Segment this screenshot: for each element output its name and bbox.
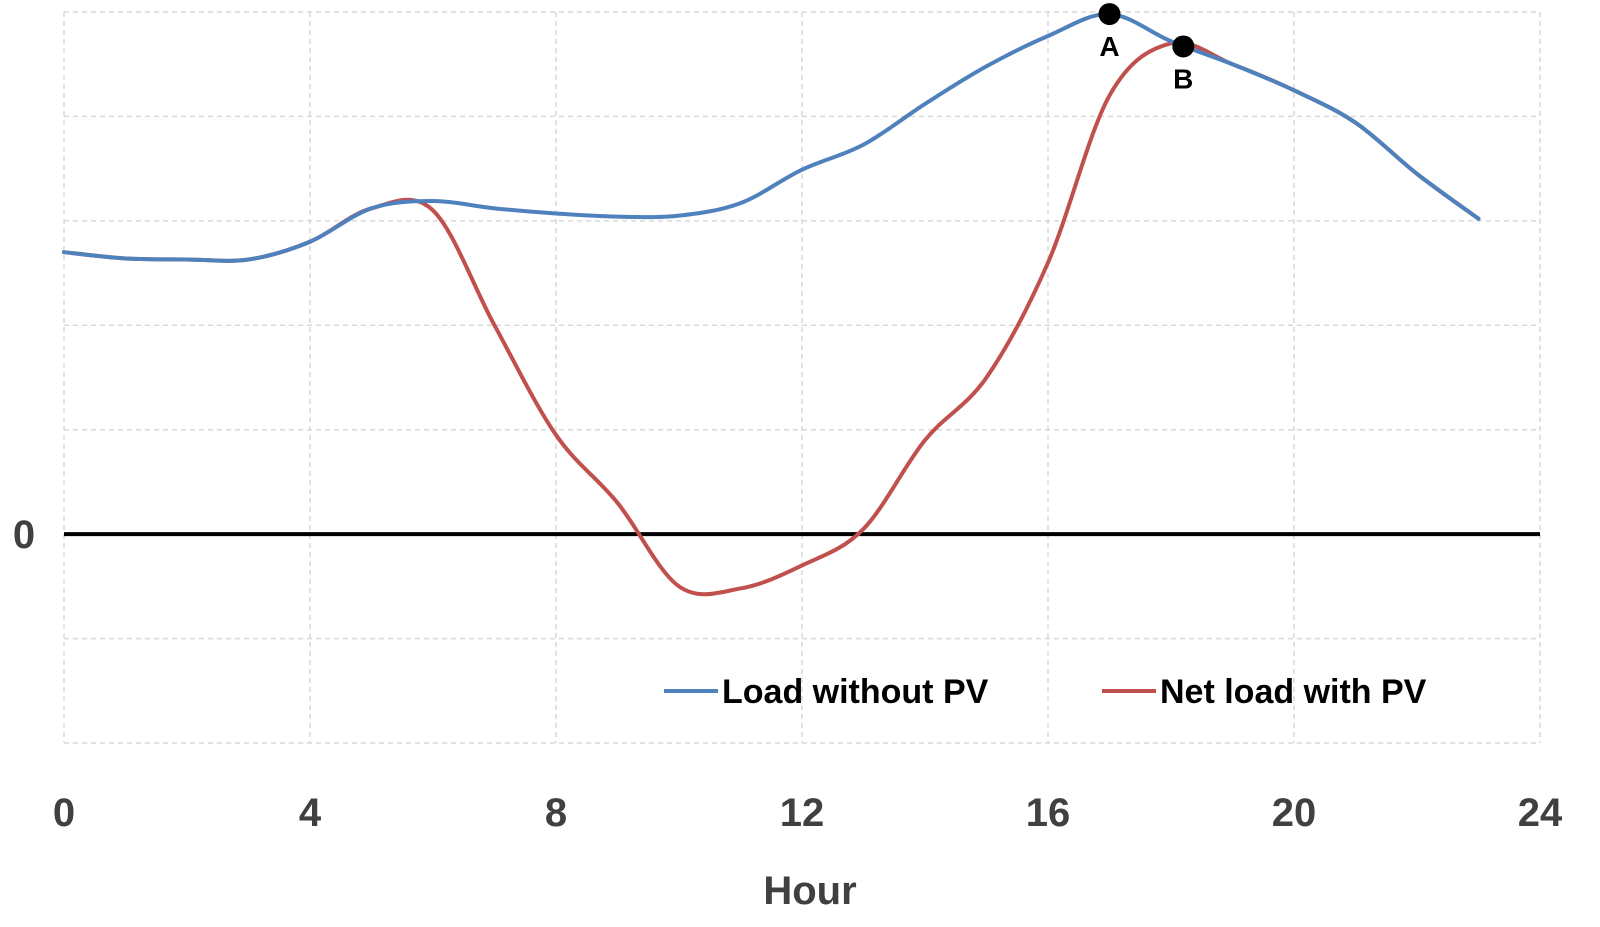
- x-tick-label: 12: [780, 791, 825, 835]
- legend: Load without PV Net load with PV: [664, 673, 1427, 711]
- series-line-net-load-with-pv: [62, 40, 1481, 597]
- x-tick-label: 24: [1518, 791, 1563, 835]
- series-line-load-without-pv: [62, 12, 1481, 263]
- legend-item-net-load-with-pv: Net load with PV: [1102, 673, 1427, 711]
- annotation-point-b: [1172, 35, 1195, 58]
- x-tick-labels: 0 4 8 12 16 20 24: [53, 791, 1563, 835]
- annotation-layer: AB: [1098, 3, 1195, 94]
- x-tick-label: 20: [1272, 791, 1317, 835]
- annotation-point-a: [1098, 3, 1121, 26]
- x-tick-label: 4: [299, 791, 322, 835]
- x-tick-label: 8: [545, 791, 567, 835]
- y-tick-label-zero: 0: [13, 513, 35, 557]
- annotation-label-b: B: [1173, 63, 1193, 94]
- annotation-label-a: A: [1099, 31, 1119, 62]
- x-tick-label: 0: [53, 791, 75, 835]
- x-tick-label: 16: [1026, 791, 1071, 835]
- legend-label-net-load-with-pv: Net load with PV: [1160, 673, 1427, 711]
- x-axis-title: Hour: [763, 869, 856, 913]
- legend-item-load-without-pv: Load without PV: [664, 673, 989, 711]
- legend-label-load-without-pv: Load without PV: [722, 673, 989, 711]
- grid-layer: [63, 11, 1541, 744]
- series-layer: [62, 12, 1481, 597]
